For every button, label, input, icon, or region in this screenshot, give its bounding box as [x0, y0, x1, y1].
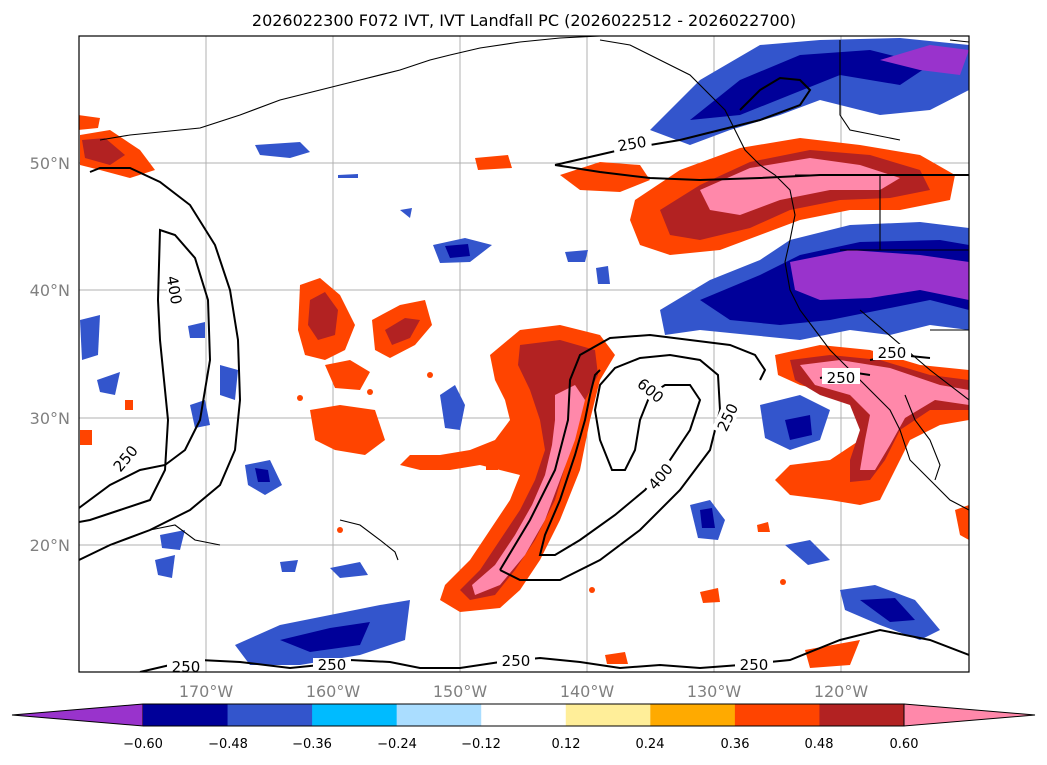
colorbar-tick-label: 0.24 [636, 737, 665, 752]
negative-pc-field [80, 38, 969, 665]
lon-tick-label: 140°W [560, 682, 615, 701]
colorbar: −0.60 −0.48 −0.36 −0.24 −0.12 0.12 0.24 … [11, 703, 1036, 752]
colorbar-tick-label: −0.24 [377, 737, 417, 752]
colorbar-ticks: −0.60 −0.48 −0.36 −0.24 −0.12 0.12 0.24 … [123, 737, 918, 752]
lon-tick-label: 150°W [433, 682, 488, 701]
colorbar-segment [734, 704, 820, 726]
contour-label: 250 [172, 658, 201, 676]
colorbar-outline [143, 703, 905, 727]
contour-label: 250 [502, 652, 531, 670]
colorbar-tick-label: −0.36 [292, 737, 332, 752]
lon-tick-label: 120°W [814, 682, 869, 701]
colorbar-tick-label: −0.48 [208, 737, 248, 752]
colorbar-tick-label: 0.48 [805, 737, 834, 752]
map-panel: 250 400 250 250 250 600 400 250 250 250 … [79, 36, 969, 676]
colorbar-segments [11, 703, 1036, 727]
colorbar-segment [819, 704, 905, 726]
lat-tick-label: 20°N [30, 536, 70, 555]
contour-label: 250 [318, 656, 347, 674]
contour-label: 250 [617, 133, 648, 156]
longitude-labels: 170°W 160°W 150°W 140°W 130°W 120°W [179, 682, 869, 701]
lat-tick-label: 50°N [30, 154, 70, 173]
latitude-labels: 50°N 40°N 30°N 20°N [30, 154, 70, 555]
colorbar-tick-label: −0.12 [461, 737, 501, 752]
colorbar-segment [227, 704, 313, 726]
contour-labels: 250 400 250 250 250 600 400 250 250 250 … [107, 130, 911, 676]
colorbar-tick-label: 0.12 [552, 737, 581, 752]
colorbar-segment [312, 704, 398, 726]
lon-tick-label: 130°W [687, 682, 742, 701]
colorbar-tick-label: 0.36 [721, 737, 750, 752]
contour-label: 250 [878, 344, 907, 362]
map-frame [78, 35, 970, 673]
colorbar-tick-label: 0.60 [890, 737, 919, 752]
colorbar-segment [565, 704, 651, 726]
lat-tick-label: 40°N [30, 281, 70, 300]
lon-tick-label: 170°W [179, 682, 234, 701]
positive-pc-field [79, 115, 969, 668]
colorbar-segment [143, 704, 229, 726]
lat-tick-label: 30°N [30, 409, 70, 428]
contour-label: 250 [740, 656, 769, 674]
colorbar-tick-label: −0.60 [123, 737, 163, 752]
contour-label: 400 [163, 275, 186, 306]
lon-tick-label: 160°W [306, 682, 361, 701]
colorbar-segment [650, 704, 736, 726]
colorbar-segment [396, 704, 482, 726]
colorbar-segment [481, 704, 567, 726]
colorbar-extend-high [903, 703, 1036, 727]
figure-title: 2026022300 F072 IVT, IVT Landfall PC (20… [252, 11, 796, 30]
colorbar-extend-low [11, 703, 144, 727]
contour-label: 250 [827, 369, 856, 387]
